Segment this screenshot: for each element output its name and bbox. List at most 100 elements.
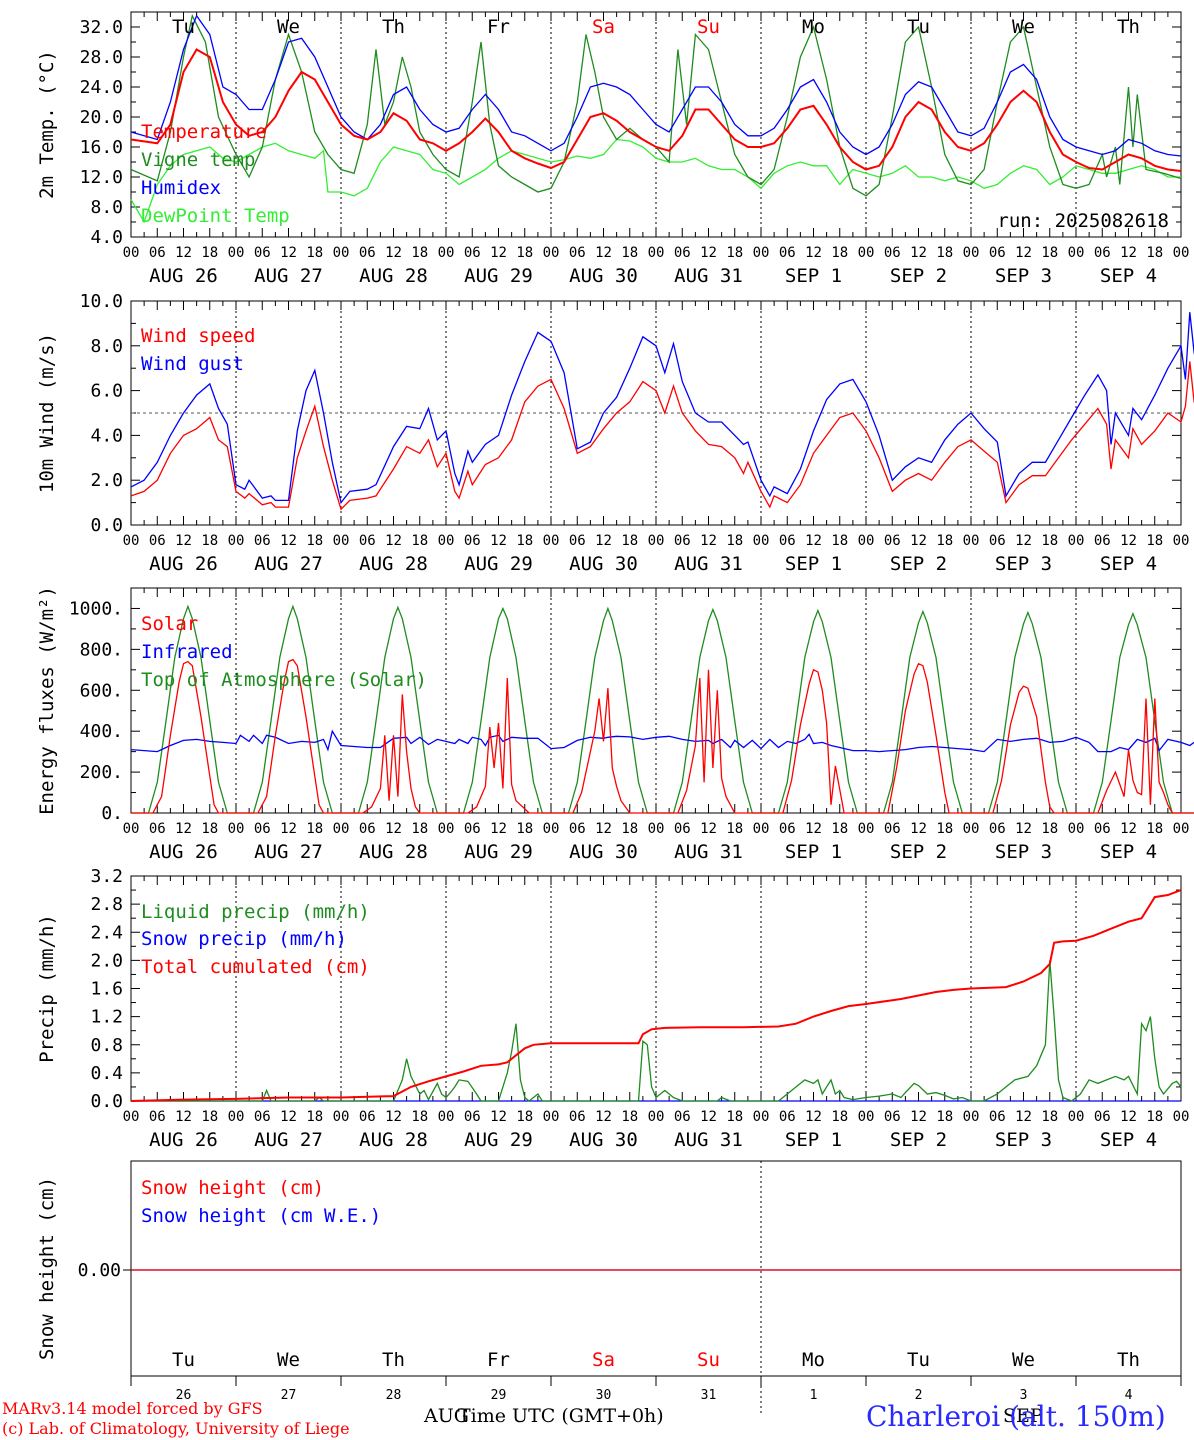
y-tick-label: 12.0: [80, 167, 123, 188]
date-tick-label: SEP 3: [995, 841, 1052, 863]
hour-tick-label: 06: [989, 533, 1006, 549]
hour-tick-label: 00: [228, 821, 245, 837]
hour-tick-label: 18: [936, 533, 953, 549]
energy-plot: 00 06 12 18 AUG 26 00 06 12 18 AUG 27 00 06 12 18 AUG …: [36, 586, 1194, 863]
y-tick-label: 8.0: [90, 197, 123, 218]
hour-tick-label: 18: [831, 1109, 848, 1125]
weekday-label: Tu: [172, 1349, 195, 1371]
hour-tick-label: 06: [569, 245, 586, 261]
weekday-label: Tu: [907, 16, 930, 38]
hour-tick-label: 18: [621, 245, 638, 261]
y-tick-label: 0.00: [78, 1260, 121, 1281]
date-tick-label: AUG 27: [254, 841, 323, 863]
series-line: [130, 889, 1182, 1102]
hour-tick-label: 18: [936, 245, 953, 261]
hour-tick-label: 12: [490, 1109, 507, 1125]
run-label: run: 2025082618: [997, 210, 1169, 232]
hour-tick-label: 18: [1146, 821, 1163, 837]
hour-tick-label: 18: [201, 1109, 218, 1125]
hour-tick-label: 12: [1015, 821, 1032, 837]
hour-tick-label: 06: [884, 821, 901, 837]
y-tick-label: 0.4: [90, 1063, 123, 1084]
hour-tick-label: 06: [989, 245, 1006, 261]
hour-tick-label: 00: [753, 245, 770, 261]
y-tick-label: 24.0: [80, 77, 123, 98]
hour-tick-label: 00: [1068, 533, 1085, 549]
energy-panel: 00 06 12 18 AUG 26 00 06 12 18 AUG 27 00 06 12 18 AUG …: [36, 586, 1194, 863]
weekday-label: Mo: [802, 16, 825, 38]
hour-tick-label: 18: [306, 1109, 323, 1125]
hour-tick-label: 12: [175, 1109, 192, 1125]
hour-tick-label: 12: [175, 821, 192, 837]
hour-tick-label: 00: [1173, 1109, 1190, 1125]
hour-tick-label: 18: [1146, 533, 1163, 549]
hour-tick-label: 12: [1120, 533, 1137, 549]
date-tick-label: SEP 1: [785, 1129, 842, 1151]
legend-entry: Top of Atmosphere (Solar): [141, 669, 427, 691]
day-number-label: 4: [1125, 1388, 1133, 1403]
hour-tick-label: 18: [201, 533, 218, 549]
hour-tick-label: 18: [411, 1109, 428, 1125]
credit-line-1: MARv3.14 model forced by GFS: [2, 1399, 263, 1418]
date-tick-label: SEP 1: [785, 841, 842, 863]
temperature-plot: 00 06 12 18 AUG 26 00 06 12 18 AUG 27 00 06 12 18 AUG …: [36, 11, 1189, 287]
series-line: [130, 48, 1182, 172]
legend-entry: Wind speed: [141, 325, 255, 347]
hour-tick-label: 12: [490, 245, 507, 261]
date-tick-label: SEP 2: [890, 1129, 947, 1151]
weekday-label: We: [1012, 1349, 1035, 1371]
y-tick-label: 3.2: [90, 866, 123, 887]
hour-tick-label: 18: [306, 821, 323, 837]
date-tick-label: AUG 30: [569, 553, 638, 575]
date-tick-label: AUG 28: [359, 841, 428, 863]
hour-tick-label: 12: [700, 1109, 717, 1125]
series-line: [130, 361, 1194, 511]
y-tick-label: 200.: [80, 762, 123, 783]
temperature-panel: 00 06 12 18 AUG 26 00 06 12 18 AUG 27 00 06 12 18 AUG …: [36, 11, 1189, 287]
hour-tick-label: 18: [726, 533, 743, 549]
hour-tick-label: 12: [385, 245, 402, 261]
hour-tick-label: 00: [543, 533, 560, 549]
date-tick-label: AUG 29: [464, 841, 533, 863]
hour-tick-label: 06: [884, 1109, 901, 1125]
hour-tick-label: 12: [595, 245, 612, 261]
hour-tick-label: 00: [123, 533, 140, 549]
y-tick-label: 4.0: [90, 425, 123, 446]
date-tick-label: AUG 26: [149, 841, 218, 863]
hour-tick-label: 06: [149, 533, 166, 549]
y-axis-label: Energy fluxes (W/m²): [36, 586, 58, 815]
y-axis-label: Snow height (cm): [36, 1177, 58, 1360]
hour-tick-label: 12: [1120, 821, 1137, 837]
weekday-label: Sa: [592, 16, 615, 38]
hour-tick-label: 06: [779, 821, 796, 837]
hour-tick-label: 18: [1041, 1109, 1058, 1125]
hour-tick-label: 06: [569, 1109, 586, 1125]
legend-entry: Liquid precip (mm/h): [141, 901, 370, 923]
hour-tick-label: 12: [175, 533, 192, 549]
date-tick-label: AUG 29: [464, 1129, 533, 1151]
y-tick-label: 400.: [80, 721, 123, 742]
legend-entry: Total cumulated (cm): [141, 956, 370, 978]
date-tick-label: SEP 4: [1100, 553, 1157, 575]
hour-tick-label: 06: [674, 1109, 691, 1125]
hour-tick-label: 00: [1068, 245, 1085, 261]
weekday-label: Th: [382, 1349, 405, 1371]
hour-tick-label: 18: [411, 821, 428, 837]
hour-tick-label: 18: [411, 533, 428, 549]
hour-tick-label: 12: [700, 821, 717, 837]
weekday-label: Fr: [487, 1349, 510, 1371]
weekday-label: Th: [1117, 1349, 1140, 1371]
hour-tick-label: 00: [648, 821, 665, 837]
y-tick-label: 8.0: [90, 336, 123, 357]
hour-tick-label: 06: [359, 1109, 376, 1125]
hour-tick-label: 00: [858, 1109, 875, 1125]
hour-tick-label: 12: [700, 533, 717, 549]
station-name: Charleroi (alt. 150m): [866, 1400, 1166, 1433]
y-tick-label: 10.0: [80, 291, 123, 312]
y-tick-label: 800.: [80, 639, 123, 660]
y-tick-label: 2.0: [90, 470, 123, 491]
date-tick-label: SEP 2: [890, 553, 947, 575]
hour-tick-label: 18: [1146, 245, 1163, 261]
hour-tick-label: 12: [385, 821, 402, 837]
hour-tick-label: 12: [595, 821, 612, 837]
